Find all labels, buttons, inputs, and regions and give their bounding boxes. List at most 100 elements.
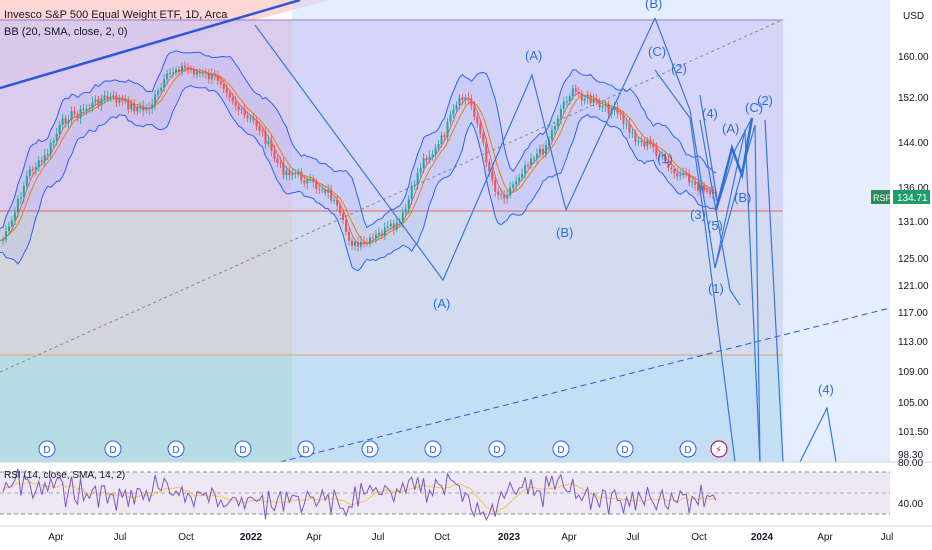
candle-body [7,226,10,232]
price-tick: 113.00 [898,337,928,348]
candle-body [172,72,175,74]
candle-body [437,144,440,148]
price-tick: 144.00 [898,138,929,149]
candle-body [142,106,145,111]
price-scale[interactable] [890,0,932,550]
price-tick: 125.00 [898,254,929,265]
candle-body [13,212,16,221]
wave-label: (A) [722,121,739,136]
dividend-marker[interactable] [234,440,252,458]
candle-body [82,109,85,111]
trendline-upper[interactable] [0,0,301,90]
candle-body [515,181,518,185]
candle-body [294,173,297,175]
dividend-marker[interactable] [616,440,634,458]
candle-body [592,99,595,103]
candle-body [443,135,446,137]
candle-body [160,87,163,91]
rsi-tick: 40.00 [898,499,923,510]
candle-body [643,141,646,147]
wave-label: (C) [648,44,666,59]
candle-body [709,190,712,195]
dividend-label: D [302,445,309,456]
last-symbol: RSP [873,193,892,203]
candle-body [163,78,166,88]
candle-body [455,104,458,110]
candle-body [568,96,571,102]
candle-body [419,168,422,173]
candle-body [336,199,339,206]
candle-body [607,104,610,114]
indicator-legend[interactable]: BB (20, SMA, close, 2, 0) [4,26,128,38]
candle-body [646,140,649,147]
candle-body [613,107,616,111]
candle-body [473,105,476,118]
candle-body [40,160,43,162]
dividend-marker[interactable] [297,440,315,458]
candle-body [604,104,607,107]
time-tick: Jul [114,532,127,543]
candle-body [166,73,169,79]
dividend-marker[interactable] [38,440,56,458]
candle-body [431,154,434,157]
candle-body [16,198,19,213]
candle-body [616,107,619,114]
candle-body [357,241,359,247]
candle-body [524,165,527,174]
candle-body [622,114,625,124]
candle-body [94,99,97,103]
dividend-marker[interactable] [104,440,122,458]
candle-body [61,118,64,125]
candle-body [130,103,133,110]
time-tick: 2024 [751,532,774,543]
dividend-marker[interactable] [424,440,442,458]
candle-body [673,168,676,174]
candle-body [374,234,377,239]
dividend-marker[interactable] [488,440,506,458]
candle-body [118,99,121,103]
candle-body [34,167,37,170]
candle-body [670,167,673,169]
candle-body [536,153,538,159]
wave-label: (4) [702,106,718,121]
candle-body [658,155,661,157]
candle-body [395,222,398,230]
candle-body [148,107,151,109]
time-scale[interactable] [0,526,932,550]
candle-body [222,84,225,89]
rsi-legend[interactable]: RSI (14, close, SMA, 14, 2) [4,470,126,481]
wave-label: (B) [645,0,662,11]
dividend-label: D [684,445,691,456]
bb-lower [0,84,717,272]
candle-body [649,140,652,144]
candle-body [380,233,383,236]
candle-body [228,92,231,98]
candle-body [503,194,506,199]
candle-body [506,195,509,199]
dividend-marker[interactable] [167,440,185,458]
time-tick: Apr [561,532,577,543]
dividend-marker[interactable] [552,440,570,458]
rsi-pane[interactable] [0,463,890,526]
candle-body [58,124,61,134]
earnings-marker[interactable]: ⚡ [710,440,728,458]
bb-fill [0,50,716,271]
candle-body [237,105,240,110]
trendline-dotted[interactable] [0,19,783,373]
chart-title[interactable]: Invesco S&P 500 Equal Weight ETF, 1D, Ar… [4,9,228,21]
dividend-marker[interactable] [361,440,379,458]
trendline-dashed[interactable] [279,307,890,462]
candle-body [676,173,679,177]
dividend-marker[interactable] [679,440,697,458]
candle-body [401,212,404,222]
candle-body [386,226,389,228]
candle-body [574,88,577,92]
candle-body [261,130,264,132]
candle-body [422,158,425,169]
candle-body [655,147,658,156]
candle-body [282,163,285,176]
candle-body [583,98,586,101]
candle-body [231,97,234,102]
